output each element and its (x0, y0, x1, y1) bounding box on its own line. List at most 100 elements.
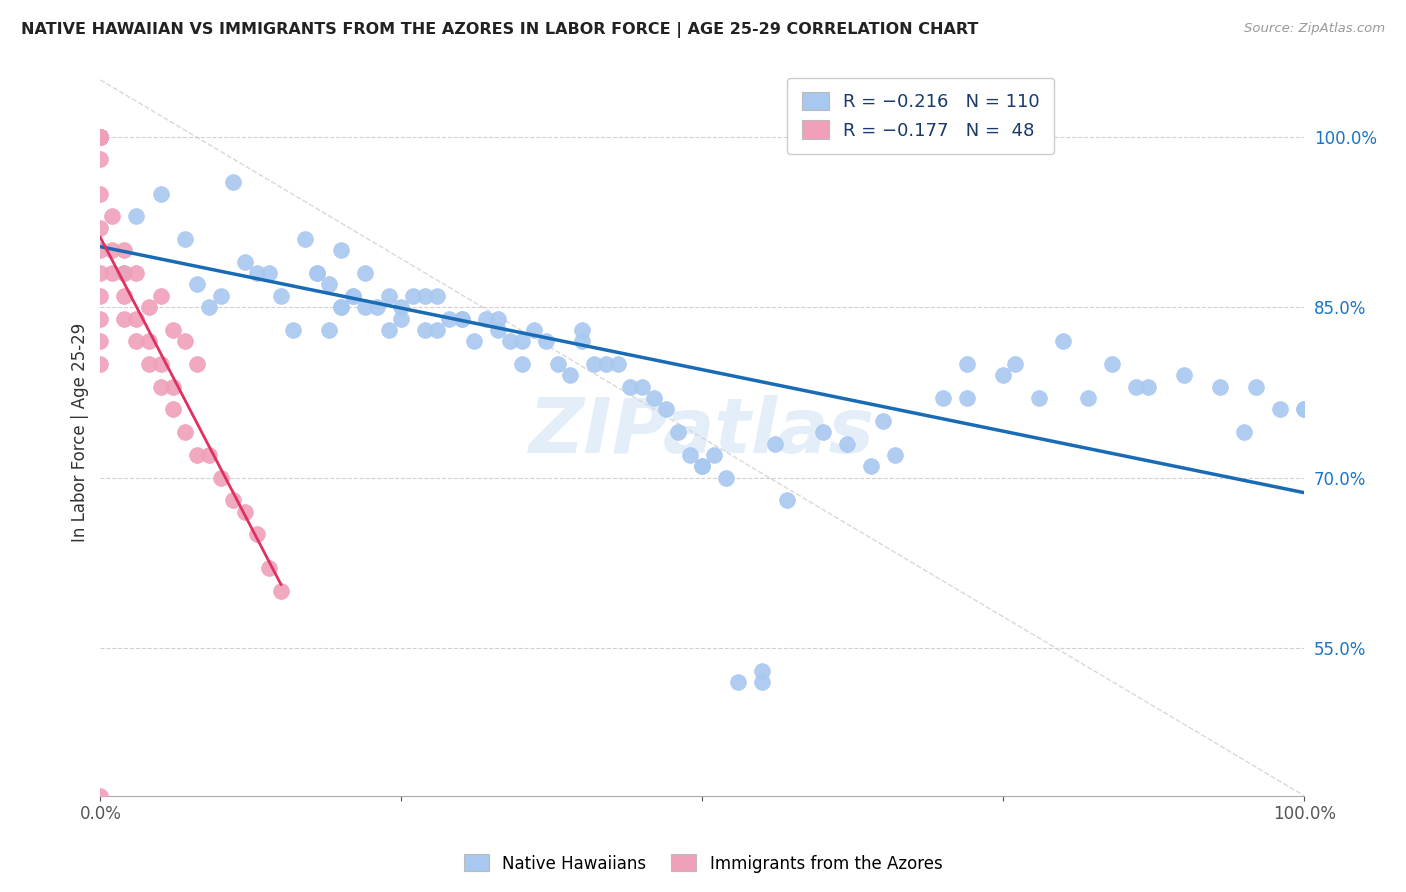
Point (1173, 368, 1195, 383)
Point (751, 675, 773, 690)
Point (534, 334, 557, 349)
Point (1076, 391, 1098, 405)
Point (330, 300, 353, 314)
Point (690, 459, 713, 474)
Point (811, 425, 834, 439)
Point (1294, 402, 1316, 417)
Point (342, 289, 364, 303)
Point (222, 493, 245, 508)
Point (727, 675, 749, 690)
Point (112, 289, 135, 303)
Point (186, 277, 208, 292)
Point (112, 244, 135, 258)
Point (138, 334, 160, 349)
Point (162, 402, 184, 417)
Point (149, 357, 172, 371)
Point (523, 323, 546, 337)
Point (402, 289, 425, 303)
Point (112, 266, 135, 280)
Point (125, 311, 148, 326)
Point (486, 323, 509, 337)
Point (125, 334, 148, 349)
Point (173, 334, 195, 349)
Point (89, 129, 111, 144)
Point (246, 527, 269, 541)
Point (932, 391, 955, 405)
Point (186, 448, 208, 462)
Point (233, 505, 256, 519)
Point (342, 289, 364, 303)
Point (89, 129, 111, 144)
Point (716, 470, 738, 484)
Point (655, 402, 678, 417)
Point (138, 357, 160, 371)
Point (89, 129, 111, 144)
Point (643, 391, 665, 405)
Point (450, 311, 472, 326)
Point (763, 436, 786, 450)
Point (149, 289, 172, 303)
Point (547, 357, 569, 371)
Point (89, 129, 111, 144)
Point (558, 368, 581, 383)
Point (89, 244, 111, 258)
Point (1136, 380, 1159, 394)
Point (162, 380, 184, 394)
Point (582, 357, 605, 371)
Point (619, 380, 641, 394)
Point (510, 357, 533, 371)
Point (270, 584, 292, 599)
Point (415, 289, 437, 303)
Point (246, 266, 269, 280)
Point (883, 448, 905, 462)
Point (426, 289, 449, 303)
Point (186, 357, 208, 371)
Point (89, 186, 111, 201)
Point (125, 266, 148, 280)
Point (89, 334, 111, 349)
Point (89, 266, 111, 280)
Point (89, 129, 111, 144)
Point (571, 323, 593, 337)
Point (510, 334, 533, 349)
Point (775, 493, 797, 508)
Point (1209, 380, 1232, 394)
Point (138, 300, 160, 314)
Point (270, 289, 292, 303)
Point (366, 300, 388, 314)
Point (162, 323, 184, 337)
Point (1028, 391, 1050, 405)
Legend: R = −0.216   N = 110, R = −0.177   N =  48: R = −0.216 N = 110, R = −0.177 N = 48 (787, 78, 1054, 154)
Point (89, 129, 111, 144)
Point (101, 266, 124, 280)
Point (257, 266, 280, 280)
Legend: Native Hawaiians, Immigrants from the Azores: Native Hawaiians, Immigrants from the Az… (457, 847, 949, 880)
Point (571, 334, 593, 349)
Point (112, 266, 135, 280)
Point (125, 209, 148, 223)
Point (89, 129, 111, 144)
Point (426, 323, 449, 337)
Point (89, 129, 111, 144)
Point (378, 323, 401, 337)
Point (101, 244, 124, 258)
Point (859, 459, 882, 474)
Point (89, 311, 111, 326)
Point (415, 323, 437, 337)
Point (872, 414, 894, 428)
Point (294, 232, 316, 246)
Point (666, 425, 689, 439)
Point (318, 323, 340, 337)
Point (89, 129, 111, 144)
Point (318, 277, 340, 292)
Point (993, 368, 1015, 383)
Point (607, 357, 630, 371)
Y-axis label: In Labor Force | Age 25-29: In Labor Force | Age 25-29 (72, 323, 89, 541)
Point (463, 334, 485, 349)
Text: Source: ZipAtlas.com: Source: ZipAtlas.com (1244, 22, 1385, 36)
Point (89, 153, 111, 167)
Point (222, 175, 245, 189)
Point (1244, 380, 1267, 394)
Point (835, 436, 858, 450)
Point (281, 323, 304, 337)
